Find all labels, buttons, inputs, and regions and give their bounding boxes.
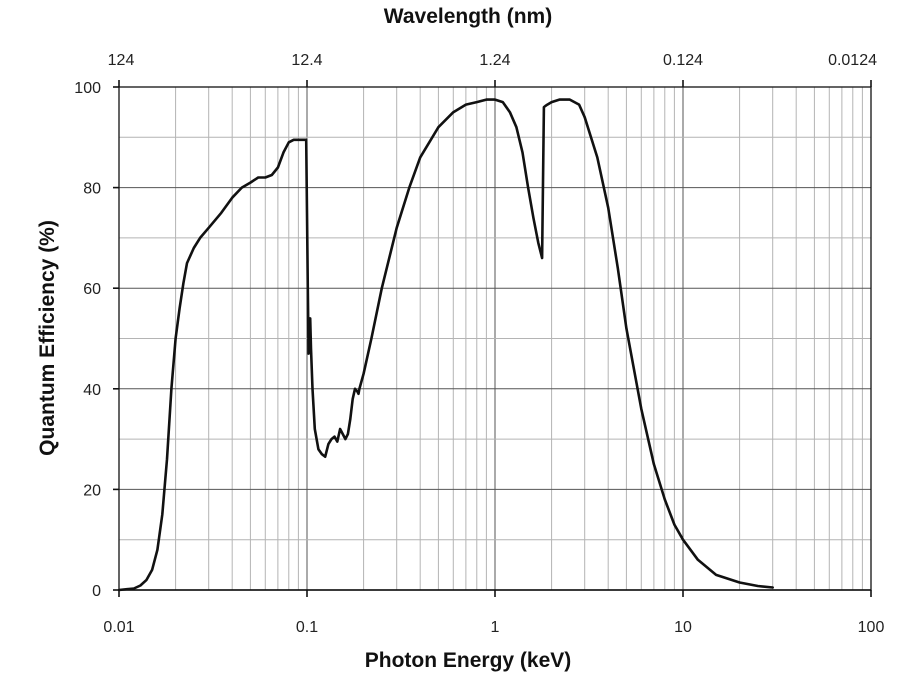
x-tick-label: 10 [674,619,692,636]
top-tick-label: 0.0124 [828,52,877,69]
qe-curve [117,98,774,592]
y-tick-label: 0 [92,583,101,600]
top-tick-label: 1.24 [479,52,510,69]
data-series [117,98,774,592]
y-axis-title: Quantum Efficiency (%) [36,220,59,456]
y-tick-label: 100 [74,80,101,97]
top-tick-label: 124 [108,52,135,69]
y-tick-label: 20 [83,482,101,499]
x-tick-label: 100 [858,619,885,636]
x-axis-title: Photon Energy (keV) [365,649,572,672]
y-tick-label: 80 [83,181,101,198]
top-axis-title: Wavelength (nm) [384,5,552,28]
x-tick-label: 0.01 [103,619,134,636]
x-tick-label: 1 [491,619,500,636]
x-tick-label: 0.1 [296,619,318,636]
tick-labels: 0.01 0.1 1 10 100 124 12.4 1.24 0.124 0.0124 0 20 40… [74,52,884,636]
top-tick-label: 12.4 [291,52,322,69]
top-tick-label: 0.124 [663,52,703,69]
y-tick-label: 40 [83,382,101,399]
y-tick-label: 60 [83,281,101,298]
plot-axes [113,80,872,597]
